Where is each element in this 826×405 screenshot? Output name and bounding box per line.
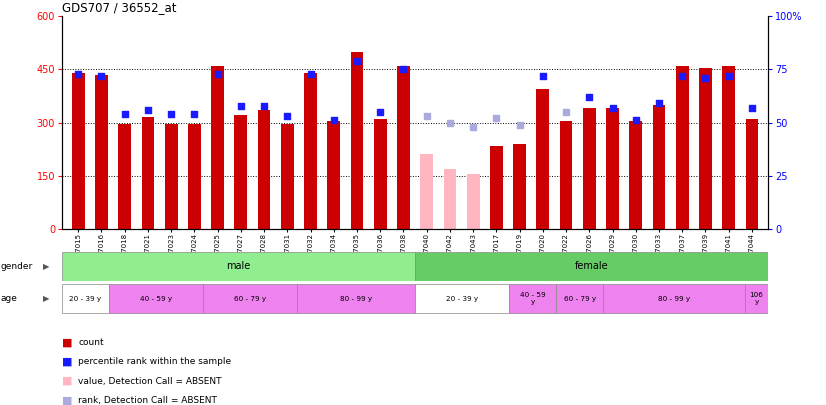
Bar: [603, 284, 745, 313]
Bar: [606, 108, 619, 229]
Bar: [560, 121, 572, 229]
Point: [281, 113, 294, 119]
Point: [699, 75, 712, 81]
Bar: [95, 75, 108, 229]
Point: [95, 72, 108, 79]
Point: [72, 70, 85, 77]
Text: 20 - 39 y: 20 - 39 y: [446, 296, 478, 302]
Text: 40 - 59 y: 40 - 59 y: [140, 296, 172, 302]
Text: 40 - 59
y: 40 - 59 y: [520, 292, 546, 305]
Text: ■: ■: [62, 376, 73, 386]
Point: [559, 109, 572, 115]
Bar: [699, 68, 712, 229]
Text: rank, Detection Call = ABSENT: rank, Detection Call = ABSENT: [78, 396, 217, 405]
Point: [327, 117, 340, 124]
Bar: [745, 284, 768, 313]
Point: [490, 115, 503, 122]
Bar: [415, 284, 509, 313]
Text: ■: ■: [62, 337, 73, 347]
Bar: [327, 121, 340, 229]
Bar: [557, 284, 603, 313]
Text: percentile rank within the sample: percentile rank within the sample: [78, 357, 231, 366]
Bar: [297, 284, 415, 313]
Bar: [304, 73, 317, 229]
Text: value, Detection Call = ABSENT: value, Detection Call = ABSENT: [78, 377, 222, 386]
Bar: [490, 145, 503, 229]
Bar: [62, 284, 109, 313]
Bar: [211, 66, 224, 229]
Point: [444, 119, 457, 126]
Bar: [72, 73, 84, 229]
Bar: [350, 51, 363, 229]
Point: [420, 113, 434, 119]
Point: [118, 111, 131, 117]
Point: [653, 100, 666, 107]
Bar: [141, 117, 154, 229]
Point: [536, 72, 549, 79]
Point: [258, 102, 271, 109]
Bar: [415, 252, 768, 281]
Text: GDS707 / 36552_at: GDS707 / 36552_at: [62, 1, 177, 14]
Bar: [62, 252, 415, 281]
Text: ■: ■: [62, 396, 73, 405]
Bar: [629, 121, 642, 229]
Text: age: age: [1, 294, 17, 303]
Bar: [467, 174, 480, 229]
Bar: [164, 124, 178, 229]
Point: [141, 107, 154, 113]
Point: [606, 104, 620, 111]
Point: [676, 72, 689, 79]
Bar: [235, 115, 247, 229]
Bar: [203, 284, 297, 313]
Text: 60 - 79 y: 60 - 79 y: [564, 296, 596, 302]
Text: ▶: ▶: [43, 294, 50, 303]
Bar: [676, 66, 689, 229]
Text: count: count: [78, 338, 104, 347]
Bar: [444, 168, 456, 229]
Bar: [583, 108, 596, 229]
Text: 60 - 79 y: 60 - 79 y: [235, 296, 266, 302]
Point: [745, 104, 758, 111]
Text: 80 - 99 y: 80 - 99 y: [340, 296, 373, 302]
Point: [629, 117, 643, 124]
Point: [582, 94, 596, 100]
Bar: [258, 110, 270, 229]
Point: [211, 70, 224, 77]
Point: [396, 66, 410, 72]
Point: [304, 70, 317, 77]
Text: male: male: [226, 261, 250, 271]
Text: ▶: ▶: [43, 262, 50, 271]
Bar: [536, 89, 549, 229]
Bar: [397, 66, 410, 229]
Bar: [653, 105, 666, 229]
Point: [164, 111, 178, 117]
Point: [722, 72, 735, 79]
Bar: [109, 284, 203, 313]
Bar: [722, 66, 735, 229]
Bar: [281, 124, 294, 229]
Bar: [420, 154, 433, 229]
Point: [235, 102, 248, 109]
Bar: [374, 119, 387, 229]
Point: [188, 111, 201, 117]
Point: [467, 124, 480, 130]
Text: ■: ■: [62, 357, 73, 367]
Text: female: female: [575, 261, 609, 271]
Text: 20 - 39 y: 20 - 39 y: [69, 296, 102, 302]
Bar: [746, 119, 758, 229]
Text: 80 - 99 y: 80 - 99 y: [658, 296, 690, 302]
Bar: [509, 284, 557, 313]
Bar: [513, 144, 526, 229]
Text: gender: gender: [1, 262, 33, 271]
Text: 106
y: 106 y: [749, 292, 763, 305]
Point: [350, 58, 363, 64]
Bar: [118, 124, 131, 229]
Point: [513, 122, 526, 128]
Point: [373, 109, 387, 115]
Bar: [188, 124, 201, 229]
